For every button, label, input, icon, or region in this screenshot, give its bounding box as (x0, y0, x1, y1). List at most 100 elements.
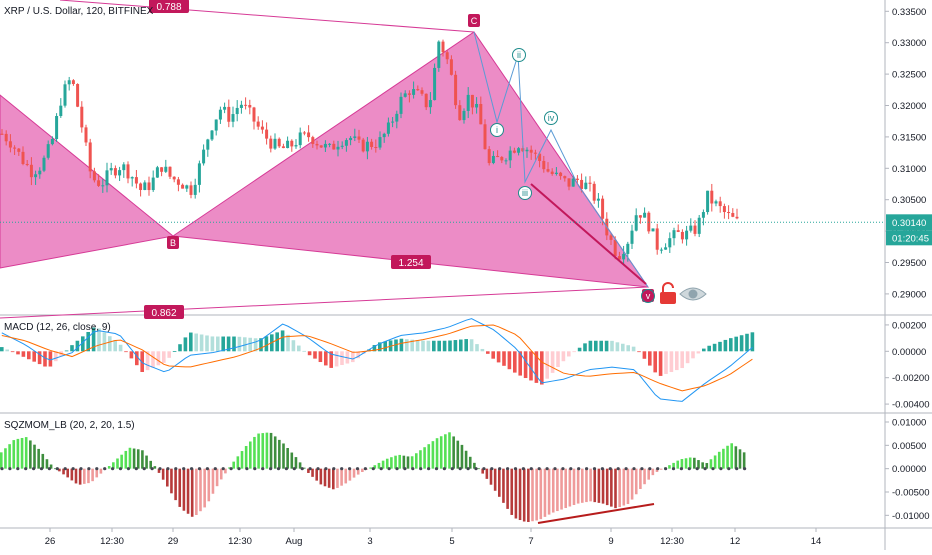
sqzmom-bar (398, 454, 401, 469)
macd-histogram-bar (16, 351, 20, 355)
squeeze-dot (427, 467, 431, 471)
candle-body (17, 148, 21, 152)
squeeze-dot (292, 467, 296, 471)
candle-body (617, 256, 621, 260)
candle-body (542, 160, 546, 170)
macd-histogram-bar (302, 350, 306, 352)
candle-body (38, 170, 42, 175)
macd-histogram-bar (324, 351, 328, 366)
countdown-badge (886, 230, 932, 246)
wave-label-text: iv (548, 113, 555, 123)
macd-histogram-bar (707, 345, 711, 352)
sqzmom-bar (332, 468, 335, 490)
squeeze-dot (103, 467, 107, 471)
macd-histogram-bar (405, 339, 409, 352)
squeeze-dot (340, 467, 344, 471)
macd-histogram-bar (513, 351, 517, 373)
sqzmom-bar (601, 468, 605, 504)
candle-body (139, 183, 143, 190)
sqzmom-bar (83, 468, 86, 484)
macd-histogram-bar (658, 351, 663, 376)
candle-body (504, 160, 508, 162)
squeeze-dot (735, 467, 739, 471)
squeeze-dot (324, 467, 328, 471)
pattern-point-label: B (167, 236, 179, 249)
sqzmom-bar (74, 468, 78, 484)
time-tick-label: 9 (608, 536, 613, 547)
sqzmom-bar (182, 468, 186, 511)
candle-body (491, 155, 495, 164)
sqzmom-bar (203, 468, 206, 508)
candle-body (223, 106, 227, 110)
sqzmom-bar (643, 468, 646, 485)
macd-histogram-bar (129, 351, 134, 359)
sqzmom-bar (510, 468, 514, 515)
candle-body (416, 89, 420, 91)
macd-histogram-bar (183, 337, 188, 352)
sqzmom-bar (572, 468, 576, 505)
candle-body (559, 172, 563, 177)
squeeze-dot (166, 467, 170, 471)
candles (0, 39, 739, 265)
squeeze-dot (569, 467, 573, 471)
sqzmom-bar (195, 468, 198, 515)
macd-histogram-bar (631, 346, 636, 352)
macd-histogram-bar (275, 332, 279, 352)
sqzmom-bar (605, 468, 609, 506)
sqzmom-tick-label: 0.01000 (892, 418, 926, 429)
sqzmom-bar (215, 468, 219, 487)
sqzmom-bar (178, 468, 182, 507)
candle-body (25, 163, 29, 165)
price-tick-label: 0.32000 (892, 101, 926, 112)
macd-histogram-bar (486, 351, 490, 354)
candle-body (567, 178, 571, 187)
squeeze-dot (355, 467, 360, 471)
candle-body (189, 185, 193, 195)
candle-body (714, 201, 718, 204)
macd-histogram-bar (118, 344, 123, 352)
candle-body (735, 216, 739, 219)
squeeze-dot (545, 467, 549, 471)
candle-body (508, 150, 512, 161)
candle-body (525, 149, 529, 152)
candle-body (592, 183, 596, 201)
macd-histogram-bar (626, 345, 630, 352)
macd-histogram-bar (610, 340, 614, 352)
macd-histogram-bar (394, 339, 398, 352)
sqzmom-tick-label: -0.00500 (892, 488, 930, 499)
macd-histogram-bar (383, 341, 387, 352)
candle-body (420, 90, 424, 94)
sqzmom-bar (120, 454, 123, 469)
candle-body (588, 182, 592, 184)
macd-histogram-bar (372, 345, 377, 352)
price-tick-label: 0.32500 (892, 70, 926, 81)
macd-tick-label: -0.00200 (892, 373, 930, 384)
sqzmom-bar (265, 432, 269, 469)
candle-body (4, 133, 8, 142)
candle-body (202, 149, 206, 164)
time-tick-label: 3 (367, 536, 372, 547)
squeeze-dot (411, 467, 415, 471)
macd-series-line (1, 324, 753, 392)
sqzmom-bar (24, 437, 28, 469)
macd-histogram-bar (669, 351, 674, 373)
macd-histogram-bar (0, 347, 4, 352)
candle-body (445, 52, 449, 60)
squeeze-dot (719, 467, 723, 471)
sqzmom-bar (16, 438, 20, 469)
candle-body (634, 215, 638, 231)
squeeze-dot (126, 467, 130, 471)
macd-histogram-bar (421, 340, 425, 352)
candle-body (101, 185, 105, 187)
candle-body (697, 217, 701, 234)
macd-histogram-bar (577, 347, 582, 352)
sqzmom-bar (522, 468, 526, 522)
macd-histogram-bar (340, 351, 344, 366)
candle-body (265, 129, 269, 139)
candle-body (693, 225, 697, 234)
macd-histogram-bar (156, 351, 161, 366)
wave-label-text: ii (517, 50, 521, 60)
sqzmom-bar (136, 449, 140, 469)
